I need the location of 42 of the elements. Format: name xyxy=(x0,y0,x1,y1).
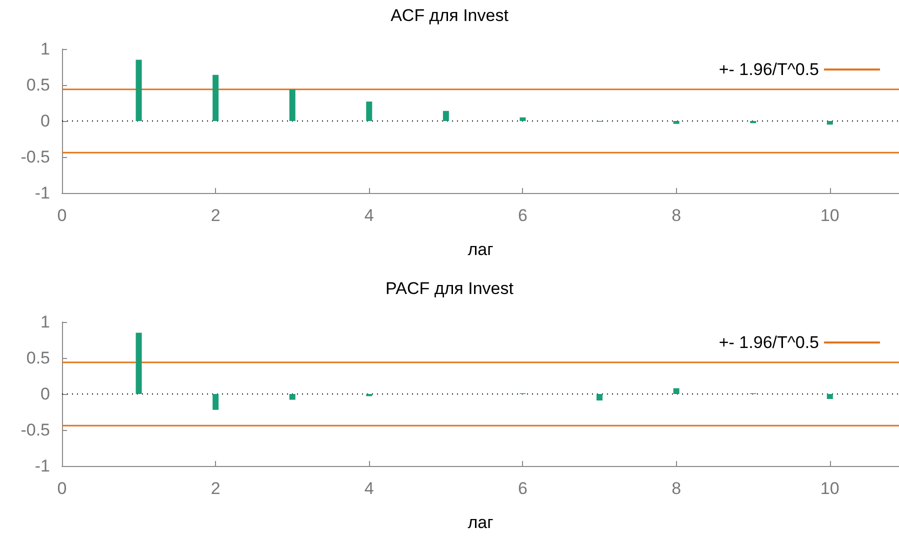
bar xyxy=(826,121,833,125)
chart-title: ACF для Invest xyxy=(390,6,509,25)
legend-label: +- 1.96/T^0.5 xyxy=(718,333,819,352)
x-tick-label: 10 xyxy=(820,479,840,498)
x-tick-label: 2 xyxy=(210,206,220,225)
bar xyxy=(289,394,296,400)
x-tick-label: 8 xyxy=(672,479,682,498)
x-tick-label: 4 xyxy=(364,206,374,225)
y-tick-label: 0.5 xyxy=(26,76,50,94)
bar xyxy=(520,117,526,121)
bar xyxy=(673,388,680,394)
x-tick-label: 0 xyxy=(57,479,67,498)
y-tick-label: 1 xyxy=(40,312,50,332)
y-tick-label: -1 xyxy=(34,184,50,202)
x-tick-label: 2 xyxy=(210,479,220,498)
x-tick-label: 0 xyxy=(57,206,67,225)
bar xyxy=(442,110,449,121)
y-tick-label: 0.5 xyxy=(26,348,50,368)
bar xyxy=(136,60,142,121)
y-tick-label: -0.5 xyxy=(20,420,50,440)
y-tick-label: -0.5 xyxy=(20,148,50,166)
y-tick-label: 0 xyxy=(40,384,50,404)
bar xyxy=(289,89,296,121)
x-axis-title: лаг xyxy=(468,513,494,532)
y-tick-label: 0 xyxy=(40,112,50,130)
bar xyxy=(212,394,219,410)
legend-label: +- 1.96/T^0.5 xyxy=(718,60,819,79)
bar xyxy=(212,74,219,121)
chart-title: PACF для Invest xyxy=(386,279,514,298)
bar xyxy=(366,102,372,121)
bar xyxy=(673,121,680,124)
bar xyxy=(596,394,603,400)
x-tick-label: 10 xyxy=(820,206,840,225)
x-tick-label: 6 xyxy=(518,206,528,225)
x-axis-title: лаг xyxy=(468,240,494,259)
x-tick-label: 8 xyxy=(672,206,682,225)
x-tick-label: 4 xyxy=(364,479,374,498)
bar xyxy=(826,394,833,400)
y-tick-label: 1 xyxy=(40,40,50,58)
y-tick-label: -1 xyxy=(34,456,50,476)
bar xyxy=(136,332,142,394)
x-tick-label: 6 xyxy=(518,479,528,498)
